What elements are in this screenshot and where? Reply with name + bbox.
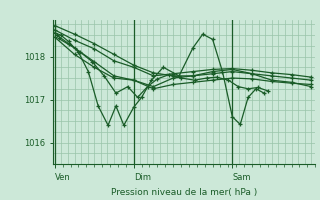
X-axis label: Pression niveau de la mer( hPa ): Pression niveau de la mer( hPa ) [111, 188, 257, 197]
